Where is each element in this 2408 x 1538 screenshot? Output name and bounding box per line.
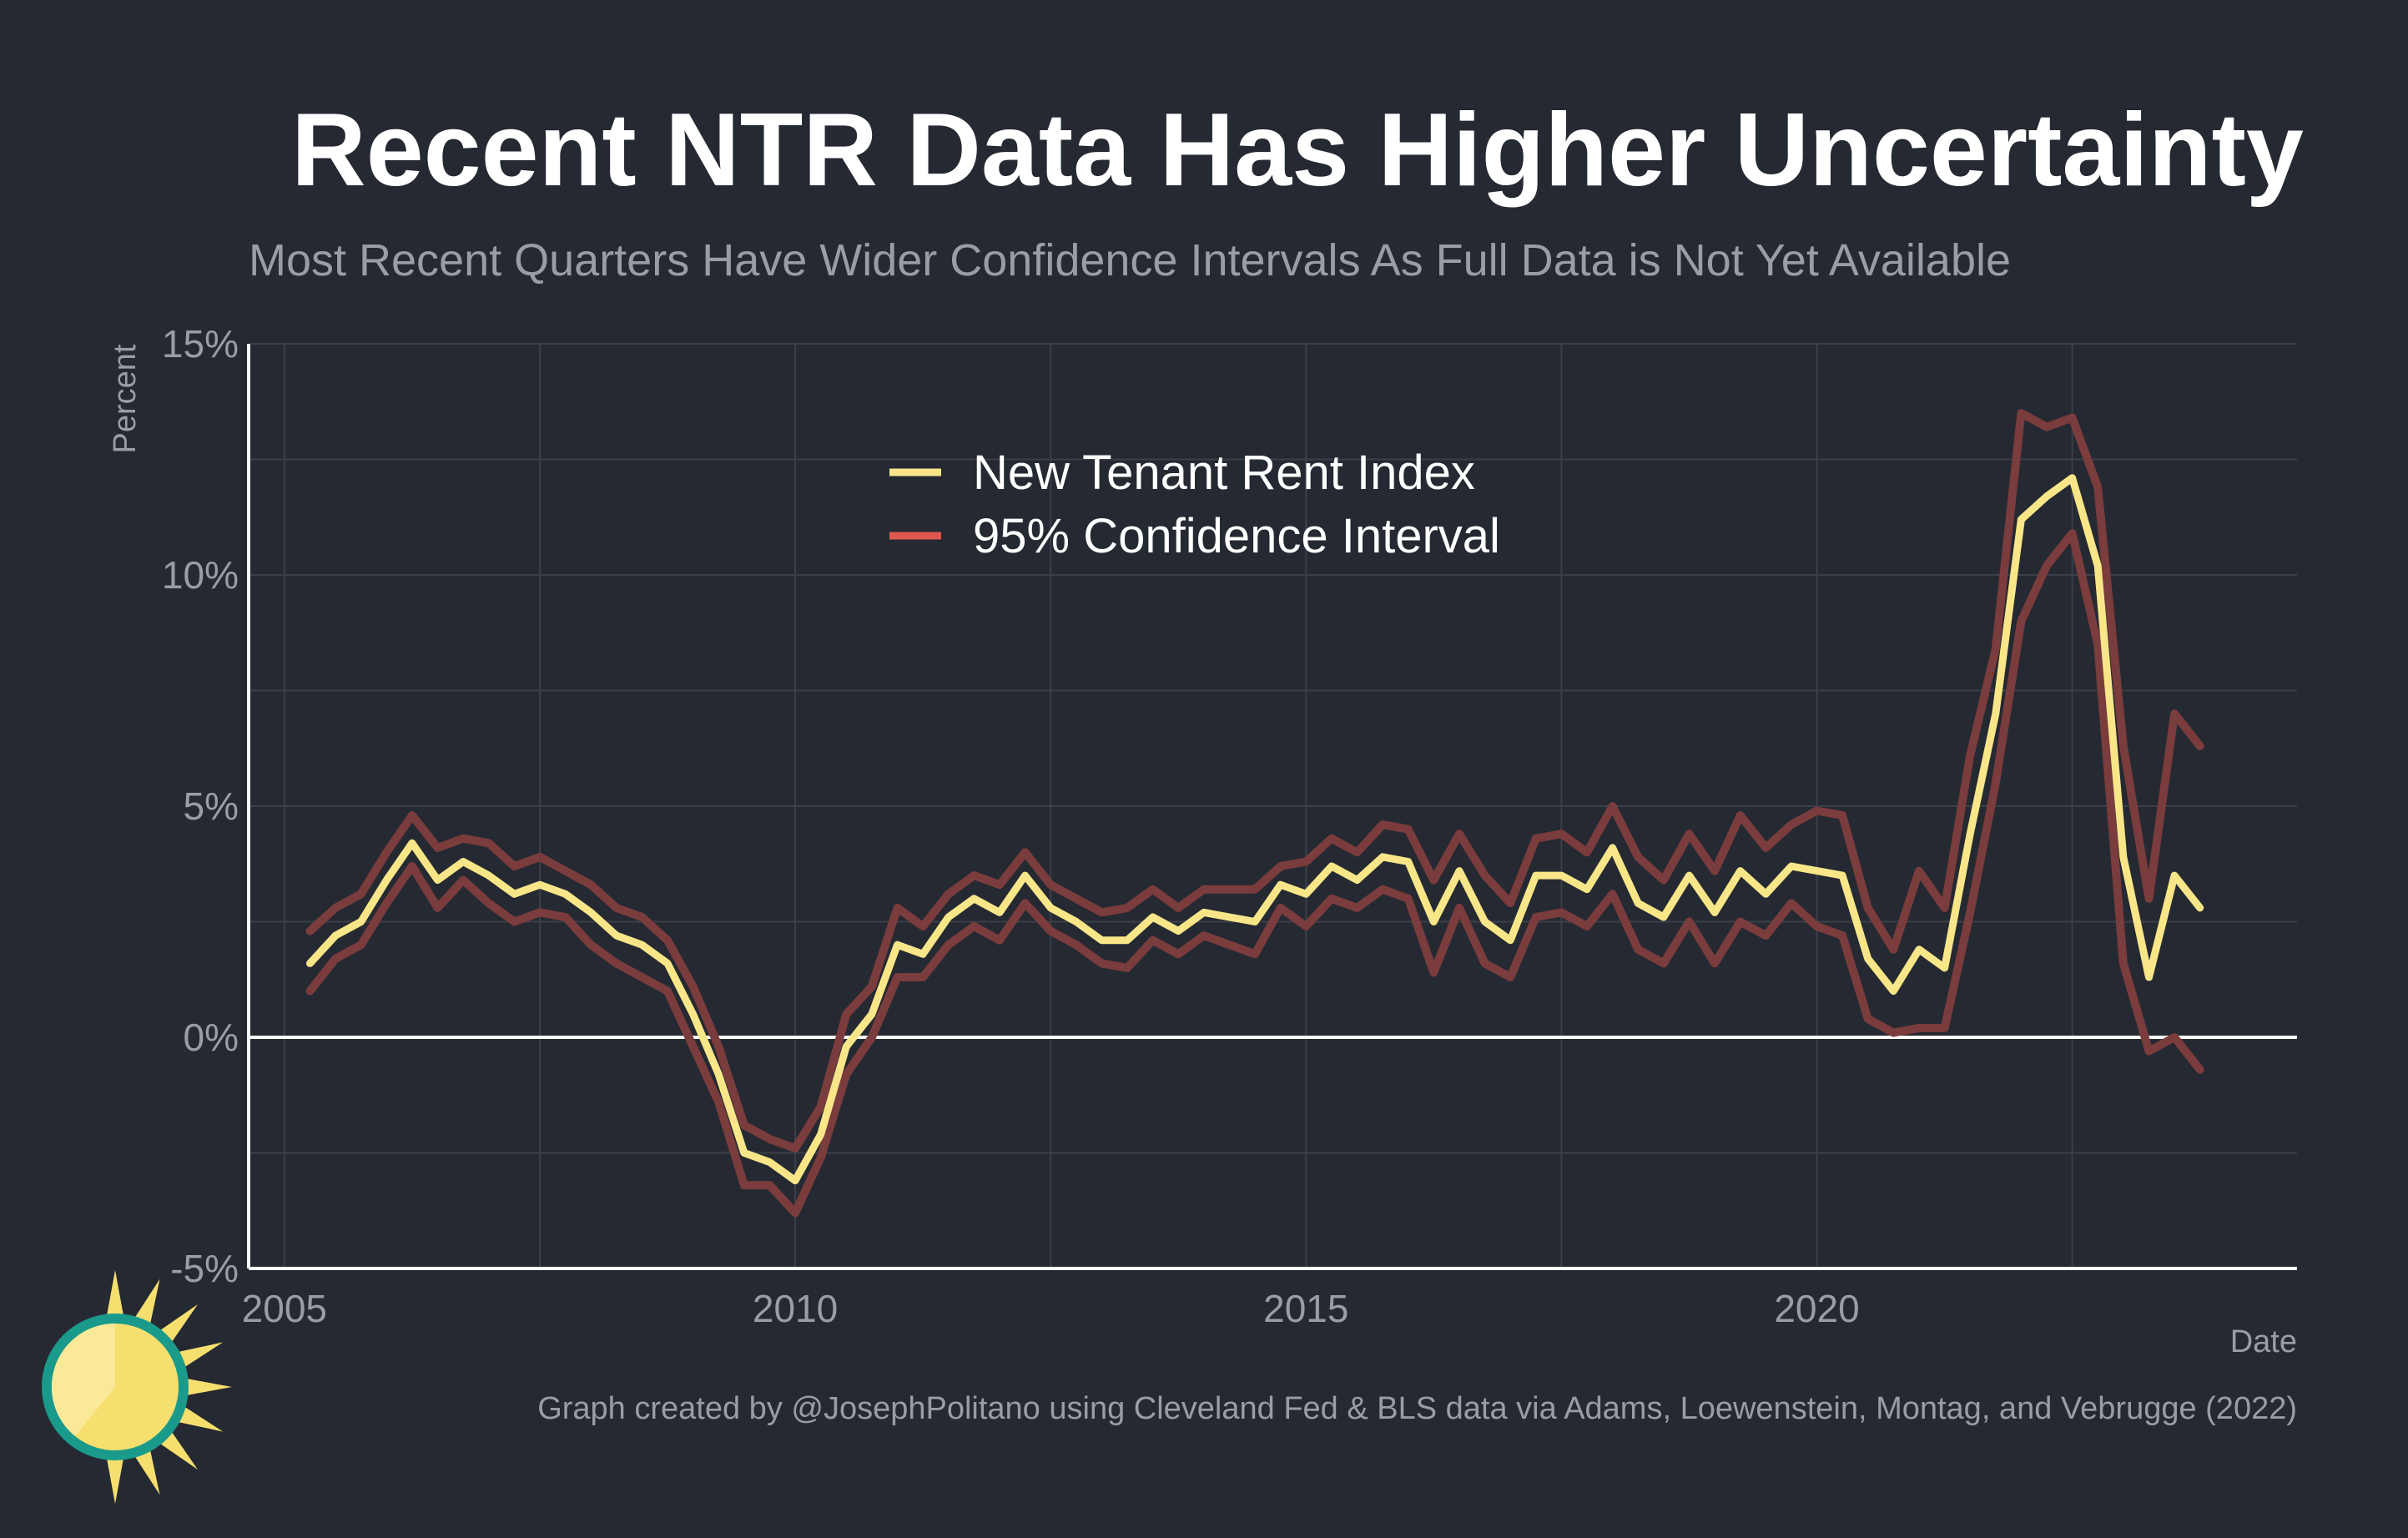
ntr-line [306,474,2204,1185]
sun-ray [181,1377,232,1397]
y-tick-label: 15% [162,322,239,366]
sun-logo-icon [42,1270,232,1504]
axes [247,344,2297,1270]
x-tick-label: 2015 [1263,1287,1348,1330]
y-tick-label: 0% [184,1016,239,1059]
gridlines [249,343,2297,1268]
chart-title: Recent NTR Data Has Higher Uncertainty [291,93,2304,208]
sun-ray [172,1342,224,1370]
ci-upper-line [305,409,2204,1152]
x-tick-label: 2005 [242,1287,327,1330]
sun-ray [172,1404,224,1432]
series-lines [305,409,2204,1218]
y-tick-label: 10% [162,553,239,597]
chart-subtitle: Most Recent Quarters Have Wider Confiden… [249,235,2011,285]
legend: New Tenant Rent Index 95% Confidence Int… [889,446,1500,563]
x-axis-label: Date [2230,1324,2297,1359]
y-tick-label: -5% [170,1247,239,1290]
x-tick-label: 2010 [753,1287,838,1330]
sun-ray [132,1278,160,1330]
logo-highlight [51,1324,116,1436]
y-tick-label: 5% [184,784,239,828]
sun-ray [105,1270,125,1321]
sun-ray [132,1444,160,1495]
y-axis-label: Percent [108,344,143,453]
tick-labels: -5% 0% 5% 10% 15% 2005 2010 2015 2020 [162,322,1860,1330]
sun-ray [105,1453,125,1504]
source-caption: Graph created by @JosephPolitano using C… [537,1391,2297,1426]
legend-label-ci: 95% Confidence Interval [973,509,1500,563]
ci-lower-line [305,529,2204,1218]
x-tick-label: 2020 [1774,1287,1859,1330]
legend-label-ntr: New Tenant Rent Index [973,446,1475,500]
